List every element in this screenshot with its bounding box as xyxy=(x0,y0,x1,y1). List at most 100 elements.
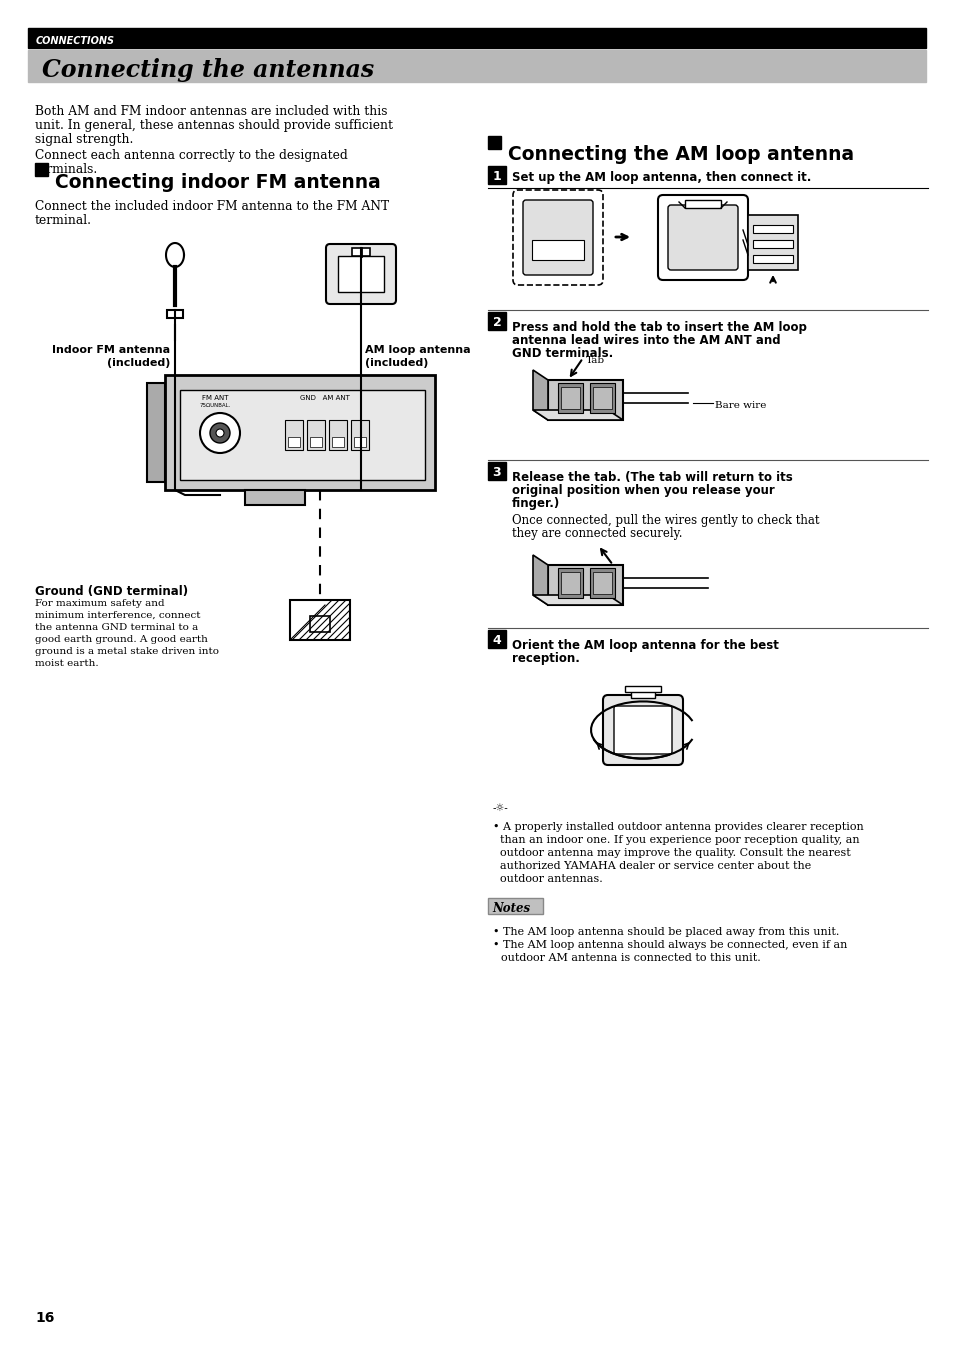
Bar xyxy=(488,898,542,914)
Bar xyxy=(532,240,583,260)
Text: they are connected securely.: they are connected securely. xyxy=(512,527,681,541)
Bar xyxy=(558,383,582,412)
Text: the antenna GND terminal to a: the antenna GND terminal to a xyxy=(35,623,198,632)
Text: Connecting the antennas: Connecting the antennas xyxy=(42,58,374,82)
Polygon shape xyxy=(533,410,622,421)
Bar xyxy=(28,28,925,49)
FancyBboxPatch shape xyxy=(658,195,747,280)
Text: Once connected, pull the wires gently to check that: Once connected, pull the wires gently to… xyxy=(512,514,819,527)
Text: (included): (included) xyxy=(365,359,428,368)
Text: 16: 16 xyxy=(35,1312,54,1325)
Bar xyxy=(352,248,370,256)
Bar xyxy=(354,437,366,448)
Bar xyxy=(488,311,505,330)
Bar xyxy=(547,565,622,605)
Bar xyxy=(337,256,384,293)
Bar xyxy=(167,310,183,318)
Bar xyxy=(752,225,792,233)
Text: reception.: reception. xyxy=(512,652,579,665)
Text: 4: 4 xyxy=(492,635,501,647)
Text: FM ANT: FM ANT xyxy=(201,395,228,400)
Text: For maximum safety and: For maximum safety and xyxy=(35,599,165,608)
Bar xyxy=(285,421,303,450)
Text: • A properly installed outdoor antenna provides clearer reception: • A properly installed outdoor antenna p… xyxy=(493,822,862,832)
Text: -☼-: -☼- xyxy=(493,803,508,813)
Bar xyxy=(147,383,165,483)
Text: minimum interference, connect: minimum interference, connect xyxy=(35,611,200,620)
FancyBboxPatch shape xyxy=(326,244,395,305)
Text: ground is a metal stake driven into: ground is a metal stake driven into xyxy=(35,647,219,656)
Bar xyxy=(28,50,925,82)
Bar xyxy=(752,240,792,248)
Text: • The AM loop antenna should always be connected, even if an: • The AM loop antenna should always be c… xyxy=(493,940,846,950)
Text: • The AM loop antenna should be placed away from this unit.: • The AM loop antenna should be placed a… xyxy=(493,927,839,937)
Bar xyxy=(558,568,582,599)
Text: Connect the included indoor FM antenna to the FM ANT: Connect the included indoor FM antenna t… xyxy=(35,200,389,213)
Text: Connecting the AM loop antenna: Connecting the AM loop antenna xyxy=(507,146,853,164)
Bar xyxy=(589,568,615,599)
Text: moist earth.: moist earth. xyxy=(35,659,98,669)
Text: Notes: Notes xyxy=(492,902,530,914)
Bar xyxy=(752,255,792,263)
Text: antenna lead wires into the AM ANT and: antenna lead wires into the AM ANT and xyxy=(512,334,780,346)
Circle shape xyxy=(215,429,224,437)
FancyBboxPatch shape xyxy=(513,190,602,284)
Bar xyxy=(332,437,344,448)
Text: 75ΩUNBAL.: 75ΩUNBAL. xyxy=(199,403,231,408)
Text: (included): (included) xyxy=(107,359,170,368)
Bar xyxy=(747,214,797,270)
Bar xyxy=(245,491,305,506)
Bar xyxy=(351,421,369,450)
Text: AM loop antenna: AM loop antenna xyxy=(365,345,470,355)
Bar xyxy=(310,616,330,632)
Bar xyxy=(165,375,435,491)
Bar xyxy=(488,136,500,150)
Text: original position when you release your: original position when you release your xyxy=(512,484,774,497)
Text: than an indoor one. If you experience poor reception quality, an: than an indoor one. If you experience po… xyxy=(499,834,859,845)
Bar xyxy=(288,437,299,448)
Bar xyxy=(310,437,322,448)
Text: GND terminals.: GND terminals. xyxy=(512,346,613,360)
Bar xyxy=(488,462,505,480)
Text: Both AM and FM indoor antennas are included with this: Both AM and FM indoor antennas are inclu… xyxy=(35,105,387,119)
Bar xyxy=(488,630,505,648)
Circle shape xyxy=(200,412,240,453)
Text: 1: 1 xyxy=(492,170,501,183)
Text: signal strength.: signal strength. xyxy=(35,133,133,146)
Bar xyxy=(329,421,347,450)
Bar xyxy=(624,686,660,692)
Bar xyxy=(180,390,424,480)
Bar xyxy=(560,387,579,408)
Polygon shape xyxy=(533,555,547,605)
Text: unit. In general, these antennas should provide sufficient: unit. In general, these antennas should … xyxy=(35,119,393,132)
Text: terminal.: terminal. xyxy=(35,214,91,226)
Circle shape xyxy=(210,423,230,443)
Bar xyxy=(593,387,612,408)
Text: Bare wire: Bare wire xyxy=(714,400,765,410)
Text: finger.): finger.) xyxy=(512,497,559,510)
Bar xyxy=(593,572,612,594)
Polygon shape xyxy=(533,594,622,605)
Text: CONNECTIONS: CONNECTIONS xyxy=(36,36,115,46)
Text: Indoor FM antenna: Indoor FM antenna xyxy=(51,345,170,355)
Text: Ground (GND terminal): Ground (GND terminal) xyxy=(35,585,188,599)
Polygon shape xyxy=(533,369,547,421)
Bar xyxy=(589,383,615,412)
Text: Release the tab. (The tab will return to its: Release the tab. (The tab will return to… xyxy=(512,470,792,484)
Text: GND   AM ANT: GND AM ANT xyxy=(300,395,350,400)
Text: Orient the AM loop antenna for the best: Orient the AM loop antenna for the best xyxy=(512,639,778,652)
FancyBboxPatch shape xyxy=(522,200,593,275)
FancyBboxPatch shape xyxy=(602,696,682,766)
FancyBboxPatch shape xyxy=(614,706,671,754)
Text: Tab: Tab xyxy=(585,356,604,365)
Text: Press and hold the tab to insert the AM loop: Press and hold the tab to insert the AM … xyxy=(512,321,806,334)
Text: good earth ground. A good earth: good earth ground. A good earth xyxy=(35,635,208,644)
Text: outdoor antennas.: outdoor antennas. xyxy=(499,874,602,884)
Bar xyxy=(547,380,622,421)
Bar xyxy=(684,200,720,208)
Bar xyxy=(290,600,350,640)
Bar xyxy=(630,687,655,698)
Text: terminals.: terminals. xyxy=(35,163,98,177)
Text: outdoor AM antenna is connected to this unit.: outdoor AM antenna is connected to this … xyxy=(500,953,760,962)
Bar xyxy=(307,421,325,450)
